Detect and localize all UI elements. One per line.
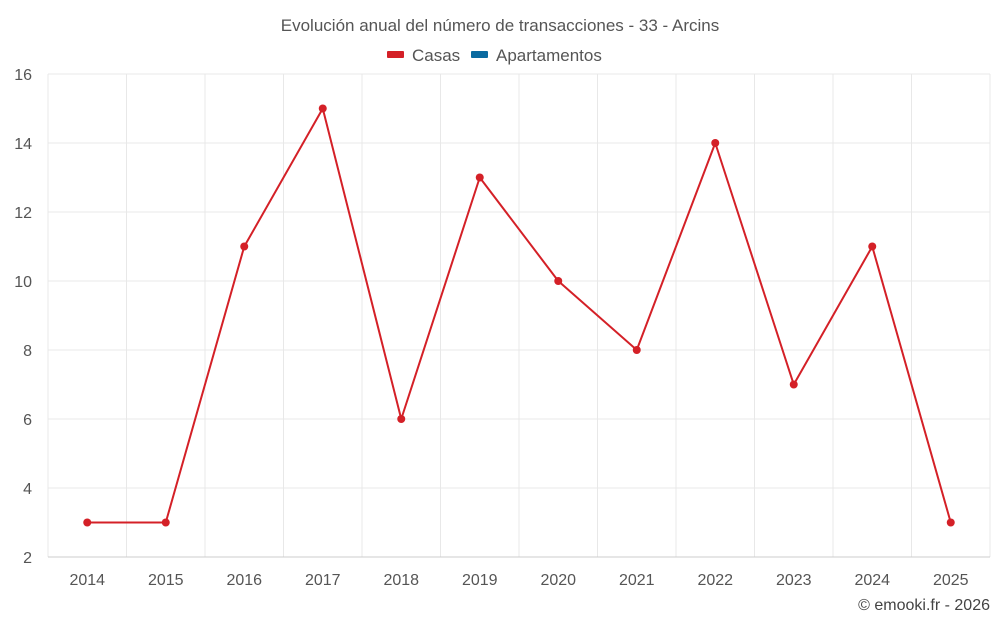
- legend: Casas Apartamentos: [387, 46, 602, 65]
- data-point-2021[interactable]: [632, 346, 641, 354]
- x-tick-label-2016: 2016: [226, 572, 262, 589]
- legend-swatch-apartamentos[interactable]: [471, 51, 488, 58]
- data-point-2025[interactable]: [946, 518, 955, 527]
- x-tick-label-2020: 2020: [540, 572, 576, 589]
- data-point-2015[interactable]: [161, 518, 170, 527]
- x-tick-label-2025: 2025: [933, 572, 969, 589]
- chart-title: Evolución anual del número de transaccio…: [281, 16, 719, 35]
- vertical-gridlines: [47, 74, 991, 557]
- x-tick-label-2021: 2021: [619, 572, 655, 589]
- data-point-2017[interactable]: [318, 104, 327, 113]
- x-axis-ticks: 2014 2015 2016 2017 2018 2019 2020 2021 2022 2023…: [69, 572, 968, 589]
- credit-text: © emooki.fr - 2026: [858, 597, 990, 614]
- data-point-2018[interactable]: [397, 415, 406, 423]
- data-point-2022[interactable]: [711, 139, 720, 147]
- y-tick-label: 10: [14, 274, 32, 291]
- x-tick-label-2018: 2018: [383, 572, 419, 589]
- legend-swatch-casas[interactable]: [387, 51, 404, 58]
- x-tick-label-2023: 2023: [776, 572, 812, 589]
- y-tick-label: 14: [14, 136, 32, 153]
- y-tick-label: 16: [14, 67, 32, 84]
- data-point-2020[interactable]: [554, 277, 563, 285]
- series-points: [83, 104, 955, 527]
- data-point-2014[interactable]: [83, 518, 92, 527]
- y-tick-label: 12: [14, 205, 32, 222]
- y-tick-label: 6: [23, 412, 32, 429]
- y-axis-ticks: 2 4 6 8 10 12 14 16: [14, 67, 32, 567]
- x-tick-label-2014: 2014: [69, 572, 105, 589]
- data-point-2016[interactable]: [240, 242, 249, 251]
- data-point-2023[interactable]: [789, 380, 798, 389]
- x-tick-label-2015: 2015: [148, 572, 184, 589]
- series-lines: [87, 107, 952, 524]
- y-tick-label: 2: [23, 550, 32, 567]
- legend-label-apartamentos[interactable]: Apartamentos: [496, 46, 602, 65]
- y-tick-label: 8: [23, 343, 32, 360]
- x-tick-label-2022: 2022: [697, 572, 733, 589]
- x-tick-label-2024: 2024: [854, 572, 890, 589]
- data-point-2019[interactable]: [475, 173, 484, 182]
- y-tick-label: 4: [23, 481, 32, 498]
- series-line-casas: [87, 107, 952, 524]
- legend-label-casas[interactable]: Casas: [412, 46, 460, 65]
- data-point-2024[interactable]: [868, 242, 877, 251]
- x-tick-label-2017: 2017: [305, 572, 341, 589]
- x-tick-label-2019: 2019: [462, 572, 498, 589]
